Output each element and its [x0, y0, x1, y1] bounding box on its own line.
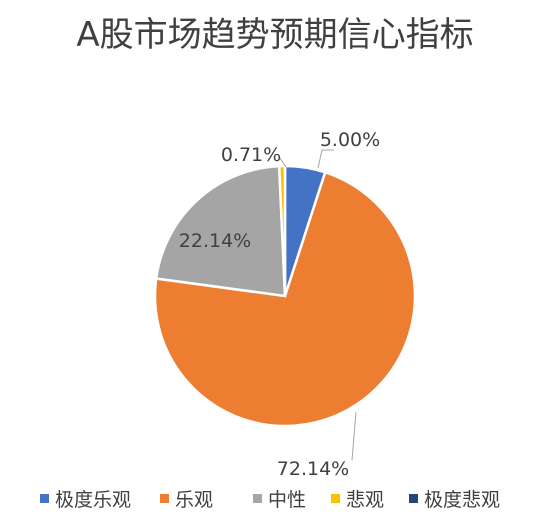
legend-swatch-5	[409, 494, 418, 503]
legend-label-1: 极度乐观	[55, 489, 131, 511]
legend-label-4: 悲观	[346, 489, 384, 511]
data-label-2: 72.14%	[277, 458, 349, 480]
leader-line-4	[279, 157, 287, 168]
legend-label-3: 中性	[268, 489, 306, 511]
leader-line-2	[351, 411, 357, 461]
chart-title: A股市场趋势预期信心指标	[76, 15, 473, 55]
pie-slices	[153, 164, 417, 428]
pie-slice-3	[154, 164, 287, 298]
legend-swatch-2	[160, 494, 169, 503]
data-label-4: 0.71%	[221, 144, 281, 166]
legend-swatch-3	[253, 494, 262, 503]
legend-label-5: 极度悲观	[424, 489, 500, 511]
data-labels: 5.00% 72.14% 22.14% 0.71%	[179, 129, 380, 480]
legend-label-2: 乐观	[175, 489, 213, 511]
legend: 极度乐观 乐观 中性 悲观 极度悲观	[40, 489, 500, 511]
legend-swatch-1	[40, 494, 49, 503]
leader-line-1	[317, 149, 334, 169]
legend-swatch-4	[331, 494, 340, 503]
data-label-3: 22.14%	[179, 230, 251, 252]
data-label-1: 5.00%	[320, 129, 380, 151]
pie-slice-2	[153, 170, 417, 428]
label-leader-lines	[279, 149, 357, 461]
